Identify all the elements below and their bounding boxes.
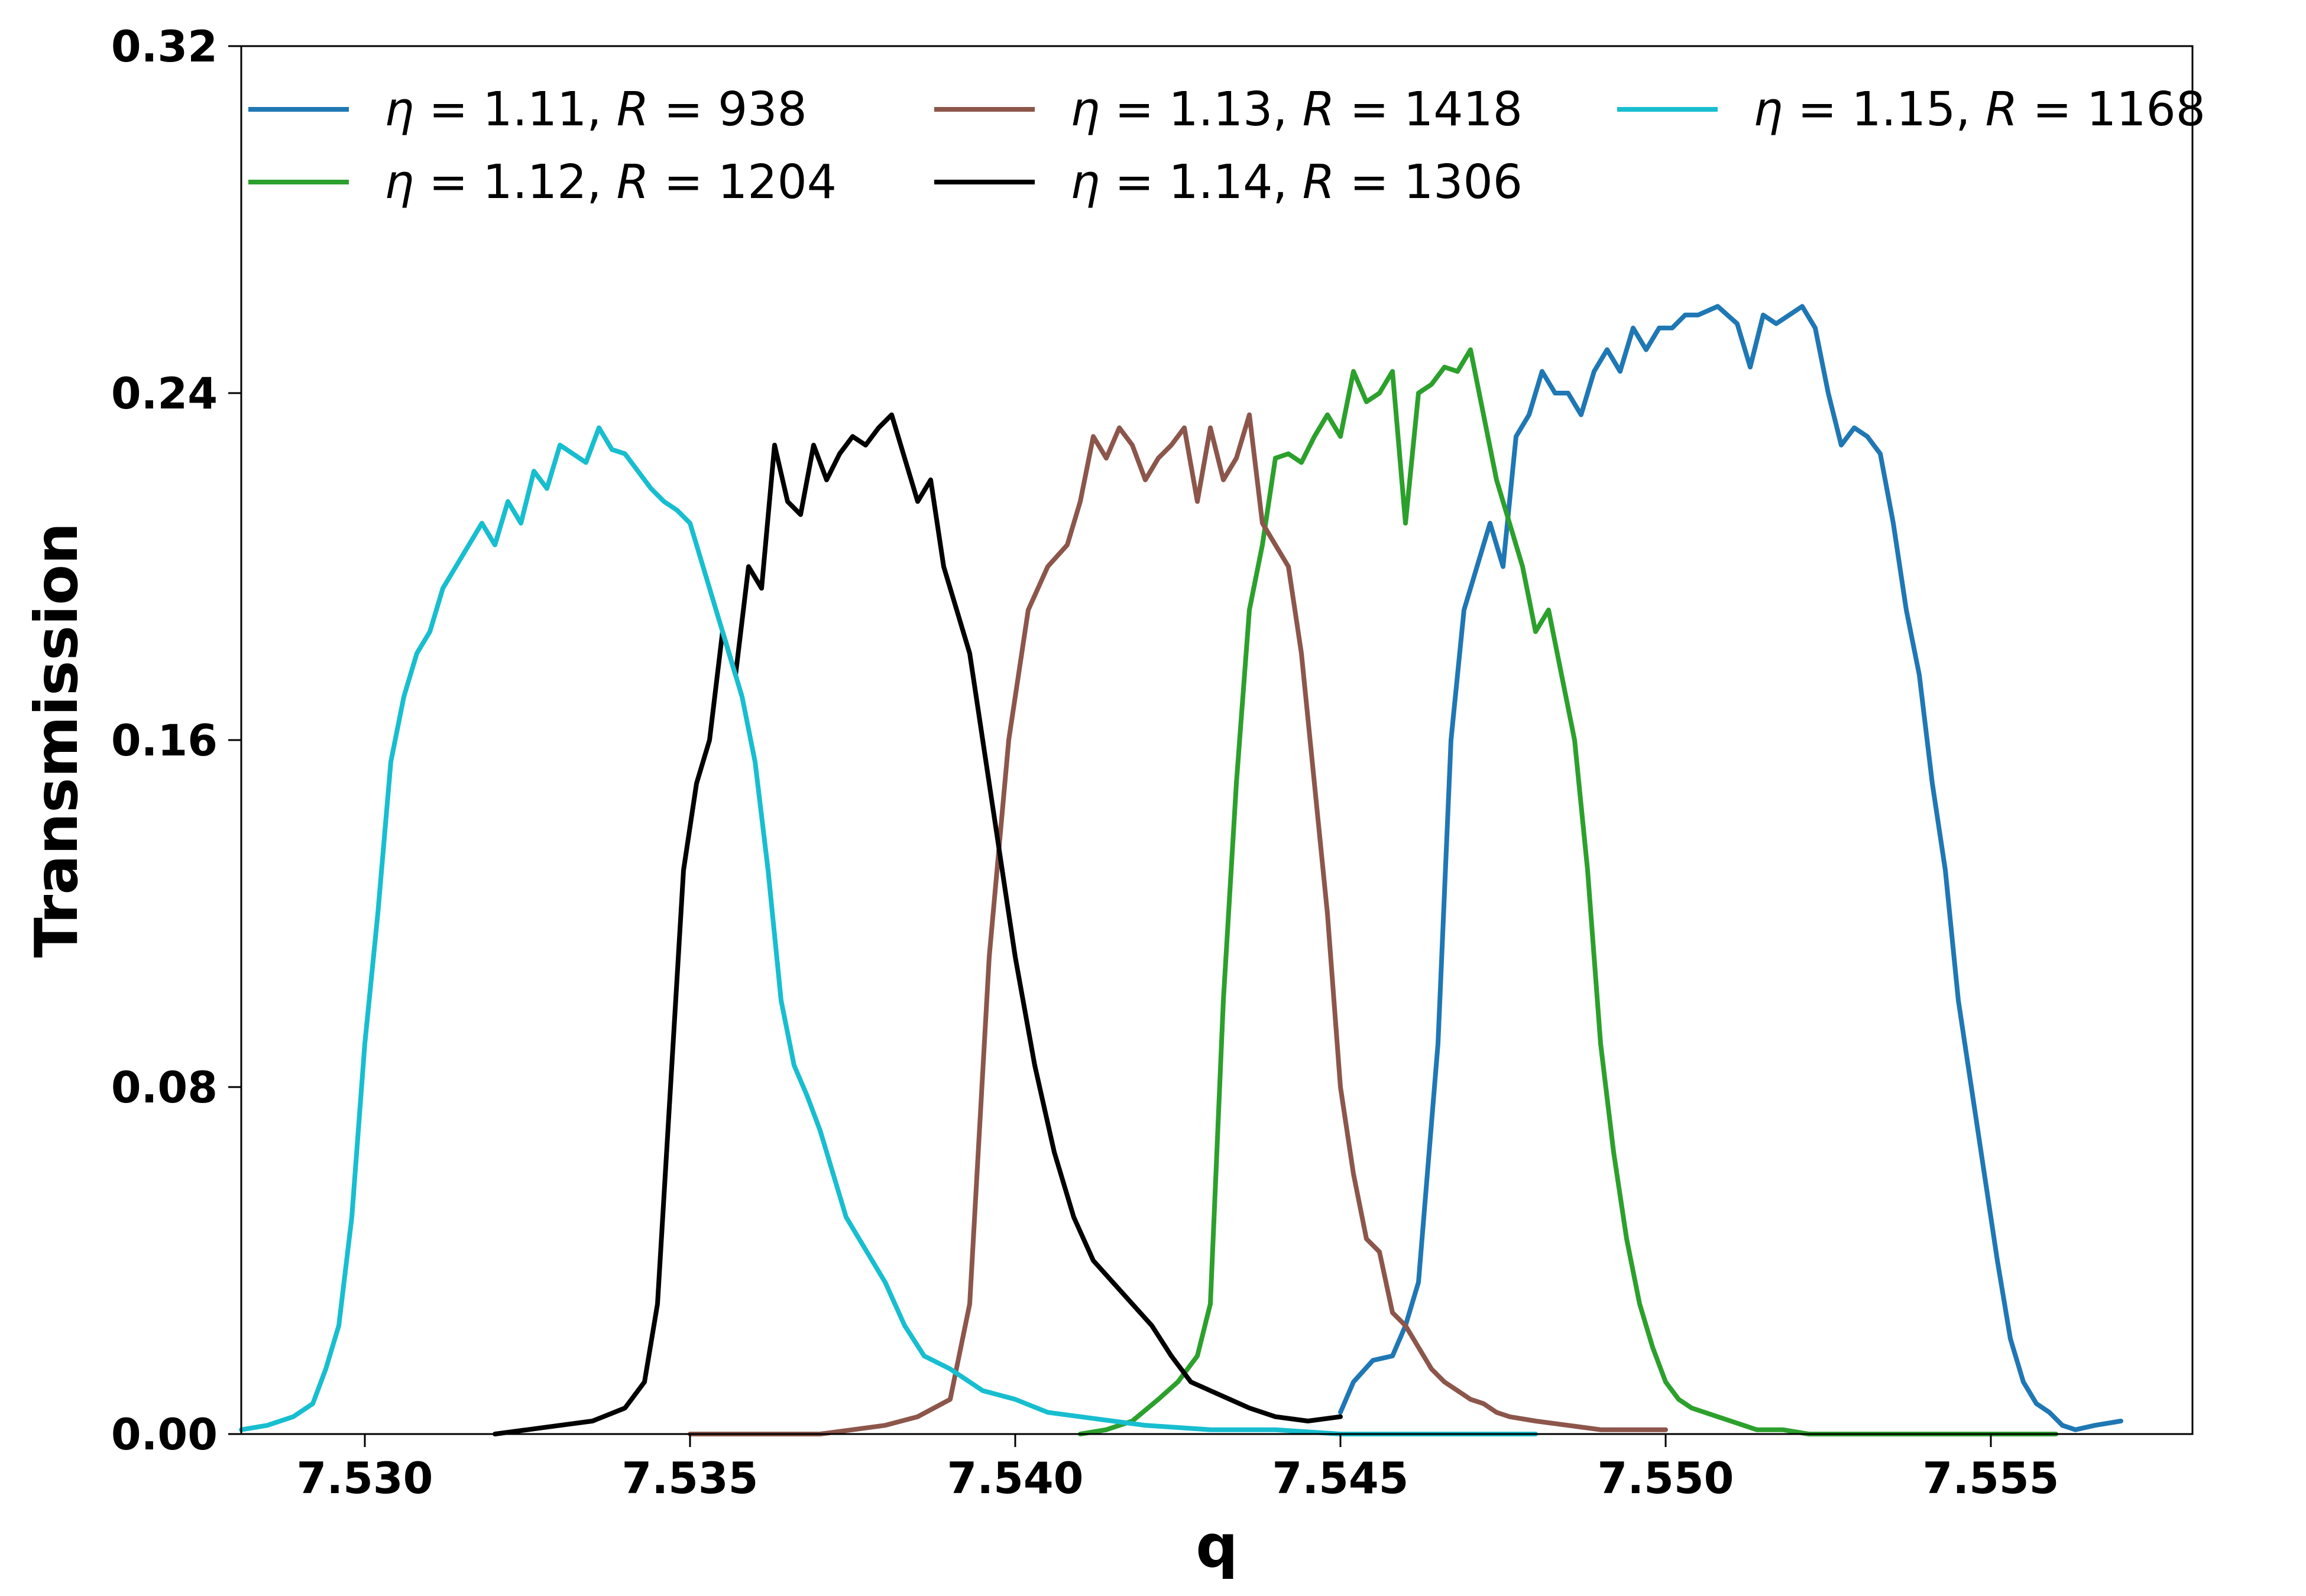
legend-item-eta-1.11: η = 1.11, R = 938: [248, 82, 807, 137]
x-tick-label: 7.540: [947, 1454, 1084, 1504]
y-axis-label: Transmission: [22, 523, 91, 958]
legend-label: η = 1.15, R = 1168: [1753, 82, 2205, 137]
series-line-eta-1.15: [239, 425, 1538, 1436]
legend-item-eta-1.12: η = 1.12, R = 1204: [248, 155, 837, 209]
series-layer: [239, 304, 2123, 1436]
x-tick-label: 7.545: [1272, 1454, 1409, 1504]
legend-label: η = 1.13, R = 1418: [1070, 82, 1523, 137]
x-tick-label: 7.550: [1598, 1454, 1734, 1504]
x-tick-label: 7.555: [1923, 1454, 2059, 1504]
x-tick-label: 7.530: [297, 1454, 433, 1504]
y-tick-label: 0.32: [111, 22, 218, 72]
legend-item-eta-1.14: η = 1.14, R = 1306: [934, 155, 1523, 209]
series-line-eta-1.12: [1078, 347, 2058, 1436]
y-tick-label: 0.08: [111, 1063, 218, 1113]
legend-label: η = 1.11, R = 938: [384, 82, 807, 137]
legend-item-eta-1.13: η = 1.13, R = 1418: [934, 82, 1523, 137]
x-tick-label: 7.535: [622, 1454, 759, 1504]
legend-label: η = 1.12, R = 1204: [384, 155, 837, 209]
x-axis-label: q: [1196, 1511, 1238, 1581]
series-line-eta-1.14: [493, 412, 1343, 1436]
series-line-eta-1.11: [1338, 304, 2123, 1432]
legend-label: η = 1.14, R = 1306: [1070, 155, 1523, 209]
y-tick-label: 0.24: [111, 369, 218, 419]
y-axis: 0.00 0.08 0.16 0.24 0.32: [111, 22, 241, 1460]
legend-item-eta-1.15: η = 1.15, R = 1168: [1617, 82, 2205, 137]
x-axis: 7.530 7.535 7.540 7.545 7.550 7.555: [297, 1434, 2059, 1504]
y-tick-label: 0.16: [111, 716, 218, 766]
legend: η = 1.11, R = 938 η = 1.12, R = 1204 η = 1…: [248, 82, 2205, 209]
y-tick-label: 0.00: [111, 1410, 218, 1460]
